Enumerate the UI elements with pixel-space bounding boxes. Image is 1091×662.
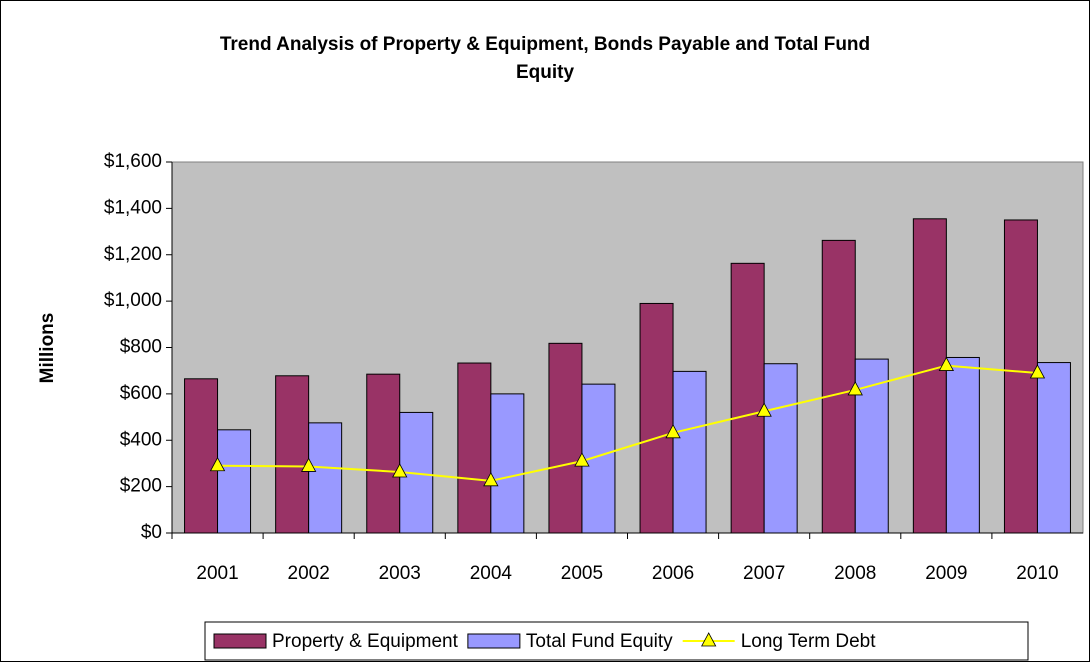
line-marker <box>756 402 772 417</box>
x-tick-label: 2003 <box>379 563 421 584</box>
bar <box>1036 362 1071 534</box>
line-marker <box>392 463 408 478</box>
y-axis-label: Millions <box>37 313 58 384</box>
y-tick-label: $1,600 <box>104 151 162 172</box>
bar <box>730 262 765 534</box>
y-tick-label: $1,000 <box>104 290 162 311</box>
bar <box>821 239 856 534</box>
bar <box>457 362 492 534</box>
chart-title: Equity <box>516 62 574 83</box>
x-tick-label: 2010 <box>1016 563 1058 584</box>
bar <box>548 342 583 534</box>
bar <box>308 422 343 534</box>
bar <box>275 375 310 534</box>
legend-box <box>204 621 1029 661</box>
bar <box>639 302 674 534</box>
y-tick-label: $200 <box>120 476 162 497</box>
x-tick-label: 2006 <box>652 563 694 584</box>
y-tick-label: $800 <box>120 337 162 358</box>
line-marker <box>300 457 317 472</box>
x-tick-label: 2004 <box>470 563 513 584</box>
bar <box>184 378 219 534</box>
x-tick-label: 2005 <box>561 563 603 584</box>
bar <box>366 373 401 534</box>
y-tick-label: $0 <box>141 522 162 543</box>
bar <box>912 218 947 534</box>
line-marker <box>209 456 226 472</box>
x-tick-label: 2009 <box>925 563 967 584</box>
line <box>217 364 1038 482</box>
line-marker <box>665 423 681 439</box>
line-marker <box>847 381 863 396</box>
bar <box>763 363 798 534</box>
legend-label: Total Fund Equity <box>526 631 673 652</box>
legend-swatch <box>701 632 717 647</box>
bar <box>672 370 707 534</box>
line-marker <box>483 471 499 487</box>
legend-label: Property & Equipment <box>272 631 459 652</box>
legend-swatch <box>213 633 267 649</box>
bar <box>945 356 980 534</box>
x-tick-label: 2007 <box>743 563 785 584</box>
line-marker <box>574 452 590 467</box>
line-marker <box>1029 364 1046 379</box>
bar <box>490 393 525 534</box>
y-tick-label: $600 <box>120 383 162 404</box>
y-tick-label: $400 <box>120 429 162 450</box>
legend-swatch <box>467 633 521 649</box>
line-marker <box>938 356 955 371</box>
bar <box>217 429 252 534</box>
chart-title: Trend Analysis of Property & Equipment, … <box>220 34 870 55</box>
x-tick-label: 2002 <box>288 563 330 584</box>
x-tick-label: 2001 <box>196 563 238 584</box>
legend-label: Long Term Debt <box>741 631 877 652</box>
y-tick-label: $1,400 <box>104 197 162 218</box>
x-tick-label: 2008 <box>834 563 876 584</box>
y-tick-label: $1,200 <box>104 244 162 265</box>
